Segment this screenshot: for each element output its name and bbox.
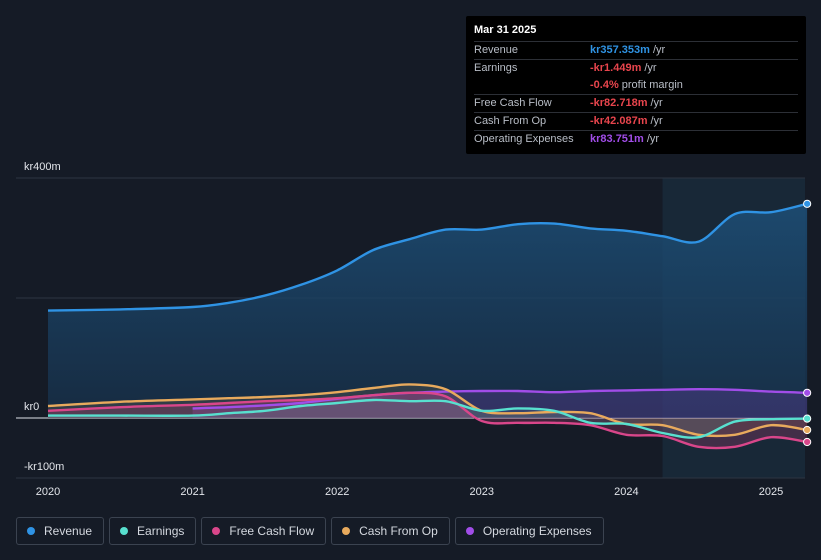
- legend-label: Earnings: [137, 524, 185, 538]
- legend-dot-icon: [120, 527, 129, 535]
- cash-from-op-area: [48, 384, 808, 436]
- operating-expenses-end-marker: [803, 388, 812, 397]
- tooltip-row-suffix: /yr: [644, 62, 657, 74]
- operating-expenses-line: [192, 388, 808, 410]
- cash-from-op-end-marker: [803, 425, 812, 435]
- x-tick-label: 2025: [759, 486, 783, 498]
- tooltip-row-value: kr357.353m: [590, 44, 650, 56]
- tooltip-row-label: Earnings: [474, 62, 518, 74]
- tooltip-row-label: [474, 77, 590, 94]
- revenue-area: [48, 203, 808, 418]
- tooltip-row-value: -0.4%: [590, 79, 619, 91]
- legend-item-earnings[interactable]: Earnings: [109, 517, 197, 545]
- tooltip-row: Revenue kr357.353m/yr: [474, 41, 798, 59]
- x-tick-label: 2020: [36, 486, 60, 498]
- tooltip-row-value: -kr42.087m: [590, 115, 648, 127]
- tooltip-row: Cash From Op -kr42.087m/yr: [474, 112, 798, 130]
- free-cash-flow-end-marker: [803, 437, 812, 447]
- legend-dot-icon: [465, 527, 474, 535]
- legend-label: Free Cash Flow: [229, 524, 315, 538]
- tooltip-panel: Mar 31 2025 Revenue kr357.353m/yr Earnings…: [466, 16, 806, 154]
- earnings-end-marker: [803, 414, 812, 423]
- tooltip-date: Mar 31 2025: [474, 24, 537, 36]
- revenue-line: [47, 202, 808, 312]
- legend-label: Operating Expenses: [482, 524, 592, 538]
- x-tick-label: 2022: [325, 486, 349, 498]
- x-tick-label: 2021: [180, 486, 204, 498]
- tooltip-row-suffix: /yr: [646, 133, 660, 145]
- y-axis-label-zero: kr0: [24, 401, 39, 413]
- legend-item-cash-from-op[interactable]: Cash From Op: [331, 517, 450, 545]
- tooltip-row: Operating Expenses kr83.751m/yr: [474, 130, 798, 148]
- tooltip-row: -0.4% profit margin: [474, 77, 798, 94]
- tooltip-row: Free Cash Flow -kr82.718m/yr: [474, 94, 798, 112]
- tooltip-row-value: kr83.751m: [590, 133, 644, 145]
- operating-expenses-area: [192, 389, 808, 418]
- legend-dot-icon: [212, 527, 221, 535]
- tooltip-row-label: Free Cash Flow: [474, 97, 552, 109]
- x-tick-label: 2024: [614, 486, 638, 498]
- legend: Revenue Earnings Free Cash Flow Cash From O…: [16, 517, 604, 545]
- legend-label: Cash From Op: [359, 524, 438, 538]
- y-axis-label-top: kr400m: [24, 161, 61, 173]
- legend-item-free-cash-flow[interactable]: Free Cash Flow: [201, 517, 327, 545]
- tooltip-row-suffix: /yr: [650, 115, 663, 127]
- legend-item-operating-expenses[interactable]: Operating Expenses: [454, 517, 604, 545]
- tooltip-row-suffix: profit margin: [621, 79, 683, 91]
- tooltip-row-value: -kr82.718m: [590, 97, 648, 109]
- legend-label: Revenue: [44, 524, 93, 538]
- earnings-area: [48, 399, 808, 438]
- tooltip-row-label: Revenue: [474, 44, 519, 56]
- legend-dot-icon: [27, 527, 35, 535]
- x-tick-label: 2023: [470, 486, 494, 498]
- legend-item-revenue[interactable]: Revenue: [16, 517, 105, 545]
- tooltip-row-label: Operating Expenses: [474, 133, 574, 145]
- cash-from-op-line: [47, 383, 808, 438]
- tooltip-row-value: -kr1.449m: [590, 62, 642, 74]
- tooltip-row-suffix: /yr: [652, 44, 666, 56]
- tooltip-row: Earnings -kr1.449m/yr: [474, 59, 798, 77]
- y-axis-label-bottom: -kr100m: [24, 461, 64, 473]
- revenue-end-marker: [803, 199, 812, 208]
- legend-dot-icon: [342, 527, 351, 535]
- earnings-line: [47, 398, 808, 439]
- tooltip-row-suffix: /yr: [650, 97, 663, 109]
- tooltip-row-label: Cash From Op: [474, 115, 547, 127]
